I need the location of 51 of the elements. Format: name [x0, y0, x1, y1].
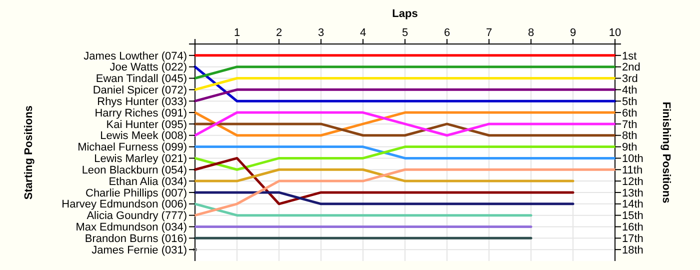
y-tick-label: 4th [622, 84, 638, 97]
series-label: Daniel Spicer (072) [92, 84, 187, 97]
series-label: Rhys Hunter (033) [97, 96, 187, 108]
series-label: Leon Blackburn (054) [82, 164, 187, 176]
x-tick-label: 5 [402, 27, 408, 39]
series-label: Charlie Phillips (007) [86, 187, 187, 200]
series-label: Alicia Goundry (777) [86, 210, 187, 222]
series-label: Lewis Marley (021) [94, 153, 187, 166]
y-tick-label: 5th [622, 96, 638, 108]
y-axis-title: Finishing Positions [660, 102, 672, 204]
series-label: Max Edmundson (034) [76, 222, 187, 234]
y-tick-label: 18th [622, 244, 644, 256]
x-tick-label: 2 [276, 27, 282, 39]
series-label: Ewan Tindall (045) [96, 73, 187, 86]
y-tick-label: 17th [622, 233, 644, 246]
y-tick-label: 14th [622, 198, 644, 211]
series-label: Joe Watts (022) [110, 62, 187, 74]
y-tick-label: 7th [622, 118, 638, 131]
x-tick-label: 10 [608, 27, 622, 39]
y-tick-label: 6th [622, 107, 638, 120]
y-tick-label: 8th [622, 130, 638, 142]
y-tick-label: 12th [622, 176, 644, 188]
series-label: Harvey Edmundson (006) [62, 198, 187, 211]
line-series [194, 168, 616, 217]
x-tick-label: 4 [360, 27, 366, 39]
x-tick-label: 7 [486, 27, 492, 39]
series-label: Harry Riches (091) [94, 107, 187, 120]
y-tick-label: 16th [622, 222, 644, 234]
x-tick-label: 3 [318, 27, 324, 39]
y-tick-label: 1st [622, 50, 637, 62]
series-label: Lewis Meek (008) [100, 130, 187, 142]
x-axis-title: Laps [392, 8, 418, 20]
x-tick-label: 9 [570, 27, 576, 39]
series-label: James Lowther (074) [84, 50, 187, 62]
series-label: James Fernie (031) [92, 244, 187, 256]
y-tick-label: 2nd [622, 62, 640, 74]
text: Starting Positions [23, 105, 35, 200]
x-tick-label: 8 [528, 27, 534, 39]
y-tick-label: 15th [622, 210, 644, 222]
line-series [194, 156, 574, 206]
y-tick-label: 13th [622, 187, 644, 200]
series-label: Ethan Alia (034) [108, 176, 187, 188]
y-tick-label: 9th [622, 142, 638, 154]
y-tick-label: 10th [622, 153, 644, 166]
series-label: Kai Hunter (095) [106, 118, 187, 131]
x-tick-label: 1 [234, 27, 240, 39]
y-tick-label: 11th [622, 164, 643, 176]
x-tick-label: 6 [444, 27, 450, 39]
y-tick-label: 3rd [622, 73, 638, 86]
series-label: Michael Furness (099) [78, 142, 187, 154]
series-label: Brandon Burns (016) [84, 233, 187, 246]
